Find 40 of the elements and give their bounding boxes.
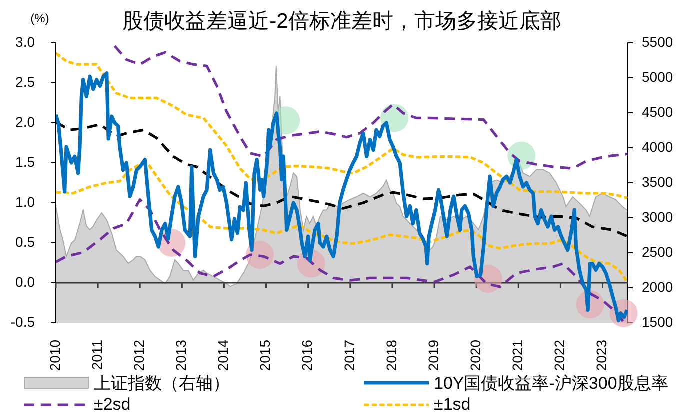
y-tick-label: 2.0: [16, 114, 36, 130]
x-tick-label: 2017: [341, 340, 358, 372]
y2-tick-label: 1500: [642, 314, 674, 330]
x-tick-label: 2013: [173, 340, 190, 372]
y-tick-label: 2.5: [16, 74, 36, 90]
y2-tick-label: 5500: [642, 34, 674, 50]
legend-label: ±1sd: [434, 395, 471, 415]
legend-label: ±2sd: [94, 395, 131, 415]
legend-label: 上证指数（右轴）: [94, 372, 230, 394]
x-tick-label: 2016: [299, 340, 316, 372]
y2-tick-label: 5000: [642, 68, 674, 85]
y2-tick-label: 2000: [642, 278, 674, 295]
y2-tick-label: 4000: [642, 138, 674, 155]
y-axis-title: (%): [30, 11, 50, 26]
x-tick-label: 2022: [552, 340, 568, 372]
x-tick-label: 2023: [594, 340, 610, 372]
x-tick-label: 2015: [257, 340, 274, 372]
y-tick-label: 3.0: [16, 34, 36, 50]
x-tick-label: 2011: [88, 340, 105, 370]
chart-title: 股债收益差逼近-2倍标准差时，市场多接近底部: [122, 10, 562, 33]
x-tick-label: 2021: [510, 340, 526, 372]
legend-label: 10Y国债收益率-沪深300股息率: [434, 372, 668, 394]
line-series: [56, 52, 628, 200]
line-series: [56, 163, 628, 284]
y2-tick-label: 3000: [642, 208, 674, 225]
x-tick-label: 2020: [467, 340, 484, 372]
y-tick-label: -0.5: [10, 314, 36, 330]
y-tick-label: 1.5: [16, 154, 36, 170]
y2-tick-label: 3500: [642, 174, 674, 190]
x-tick-label: 2012: [130, 340, 147, 372]
y-tick-label: 1.0: [16, 194, 36, 210]
y-tick-label: 0.5: [16, 234, 36, 250]
x-tick-label: 2018: [383, 340, 400, 372]
y-tick-label: 0.0: [16, 274, 36, 290]
y2-tick-label: 4500: [642, 104, 674, 120]
line-series: [114, 44, 628, 170]
y2-tick-label: 2500: [642, 244, 674, 260]
x-tick-label: 2014: [215, 340, 232, 372]
x-tick-label: 2019: [425, 340, 442, 372]
x-tick-label: 2010: [46, 340, 63, 372]
